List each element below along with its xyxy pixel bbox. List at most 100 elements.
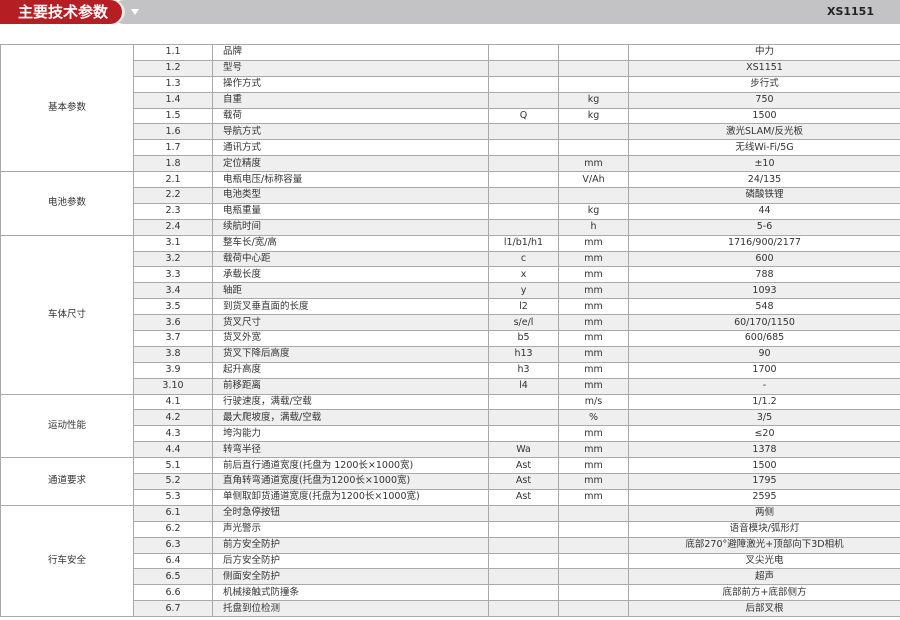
param-value: 1093 bbox=[628, 282, 900, 300]
param-name: 自重 bbox=[212, 91, 489, 109]
param-value: 600 bbox=[628, 250, 900, 268]
param-name: 型号 bbox=[212, 59, 489, 77]
param-name: 直角转弯通道宽度(托盘为1200长×1000宽) bbox=[212, 473, 489, 490]
group-label: 电池参数 bbox=[0, 171, 134, 236]
group-label: 车体尺寸 bbox=[0, 234, 134, 395]
table-row: 3.5 到货叉垂直面的长度 l2 mm 548 bbox=[1, 298, 900, 316]
param-value: 5-6 bbox=[628, 218, 900, 236]
param-unit: mm bbox=[558, 155, 629, 173]
section-title: 主要技术参数 bbox=[0, 0, 122, 24]
table-row: 4.3 垮沟能力 mm ≤20 bbox=[1, 425, 900, 443]
param-symbol bbox=[488, 600, 559, 618]
param-unit: % bbox=[558, 409, 629, 427]
row-number: 3.6 bbox=[133, 314, 213, 332]
group-label: 行车安全 bbox=[0, 504, 134, 618]
param-unit bbox=[558, 44, 629, 61]
param-symbol bbox=[488, 139, 559, 157]
table-row: 6.2 声光警示 语音模块/弧形灯 bbox=[1, 520, 900, 538]
row-number: 4.4 bbox=[133, 441, 213, 459]
param-value: 90 bbox=[628, 345, 900, 363]
param-name: 导航方式 bbox=[212, 123, 489, 141]
param-name: 轴距 bbox=[212, 282, 489, 300]
param-value: 底部270°避障激光+顶部向下3D相机 bbox=[628, 536, 900, 554]
param-name: 垮沟能力 bbox=[212, 425, 489, 443]
param-unit bbox=[558, 123, 629, 141]
param-name: 侧面安全防护 bbox=[212, 568, 489, 586]
row-number: 3.3 bbox=[133, 266, 213, 284]
param-symbol: Ast bbox=[488, 473, 559, 490]
row-number: 1.6 bbox=[133, 123, 213, 141]
param-unit: mm bbox=[558, 345, 629, 363]
param-name: 前后直行通道宽度(托盘为 1200长×1000宽) bbox=[212, 457, 489, 475]
param-unit: mm bbox=[558, 234, 629, 252]
param-symbol bbox=[488, 123, 559, 141]
param-unit bbox=[558, 568, 629, 586]
row-number: 2.3 bbox=[133, 202, 213, 220]
row-number: 1.3 bbox=[133, 75, 213, 93]
group-label: 基本参数 bbox=[0, 43, 134, 173]
param-value: 2595 bbox=[628, 488, 900, 506]
param-name: 后方安全防护 bbox=[212, 552, 489, 570]
table-row: 电池参数 2.1 电瓶电压/标称容量 V/Ah 24/135 bbox=[0, 171, 900, 236]
param-unit: mm bbox=[558, 250, 629, 268]
param-value: 语音模块/弧形灯 bbox=[628, 520, 900, 538]
param-unit bbox=[558, 75, 629, 93]
row-number: 3.1 bbox=[133, 234, 213, 252]
param-unit: kg bbox=[558, 202, 629, 220]
param-symbol: Wa bbox=[488, 441, 559, 459]
param-value: 1/1.2 bbox=[628, 393, 900, 411]
param-unit: mm bbox=[558, 425, 629, 443]
param-unit: kg bbox=[558, 107, 629, 125]
header-bar bbox=[112, 0, 900, 24]
table-row: 1.3 操作方式 步行式 bbox=[1, 75, 900, 93]
param-symbol: Ast bbox=[488, 457, 559, 475]
param-unit bbox=[558, 139, 629, 157]
table-row: 基本参数 1.1 品牌 中力 bbox=[0, 43, 900, 173]
param-name: 前方安全防护 bbox=[212, 536, 489, 554]
param-name: 定位精度 bbox=[212, 155, 489, 173]
row-number: 1.2 bbox=[133, 59, 213, 77]
row-number: 4.1 bbox=[133, 393, 213, 411]
dropdown-triangle-icon[interactable] bbox=[131, 9, 139, 15]
param-name: 电瓶电压/标称容量 bbox=[212, 171, 489, 189]
param-unit: mm bbox=[558, 330, 629, 347]
param-name: 前移距离 bbox=[212, 377, 489, 395]
table-row: 运动性能 4.1 行驶速度，满载/空载 m/s 1/1.2 bbox=[0, 393, 900, 459]
table-row: 4.2 最大爬坡度，满载/空载% 3/5 bbox=[1, 409, 900, 427]
param-name: 最大爬坡度，满载/空载 bbox=[212, 409, 489, 427]
param-value: 24/135 bbox=[628, 171, 900, 189]
param-unit bbox=[558, 536, 629, 554]
table-row: 1.2 型号 XS1151 bbox=[1, 59, 900, 77]
param-name: 承载长度 bbox=[212, 266, 489, 284]
param-unit: h bbox=[558, 218, 629, 236]
table-row: 6.5 侧面安全防护 超声 bbox=[1, 568, 900, 586]
param-name: 转弯半径 bbox=[212, 441, 489, 459]
param-unit: mm bbox=[558, 488, 629, 506]
param-value: 3/5 bbox=[628, 409, 900, 427]
param-unit: mm bbox=[558, 441, 629, 459]
param-unit bbox=[558, 504, 629, 522]
row-number: 6.3 bbox=[133, 536, 213, 554]
row-number: 3.8 bbox=[133, 345, 213, 363]
param-symbol: c bbox=[488, 250, 559, 268]
param-name: 载荷中心距 bbox=[212, 250, 489, 268]
table-row: 6.7 托盘到位检测 后部叉根 bbox=[1, 600, 900, 618]
row-number: 3.4 bbox=[133, 282, 213, 300]
param-symbol bbox=[488, 504, 559, 522]
param-symbol bbox=[488, 520, 559, 538]
table-row: 3.6 货叉尺寸 s/e/l mm 60/170/1150 bbox=[1, 314, 900, 332]
param-symbol bbox=[488, 155, 559, 173]
param-name: 载荷 bbox=[212, 107, 489, 125]
param-symbol bbox=[488, 409, 559, 427]
param-unit: kg bbox=[558, 91, 629, 109]
table-row: 5.2 直角转弯通道宽度(托盘为1200长×1000宽) Ast mm 1795 bbox=[1, 473, 900, 490]
table-row: 6.3 前方安全防护 底部270°避障激光+顶部向下3D相机 bbox=[1, 536, 900, 554]
row-number: 1.5 bbox=[133, 107, 213, 125]
param-value: 1500 bbox=[628, 107, 900, 125]
table-row: 3.3 承载长度 x mm 788 bbox=[1, 266, 900, 284]
param-symbol bbox=[488, 187, 559, 204]
row-number: 2.1 bbox=[133, 171, 213, 189]
param-value: 548 bbox=[628, 298, 900, 316]
spec-table: 基本参数 1.1 品牌 中力 1.2 型号 XS1151 1.3 操作方式 步行式 1.4 自重 kg 7… bbox=[0, 43, 900, 618]
param-name: 行驶速度，满载/空载 bbox=[212, 393, 489, 411]
